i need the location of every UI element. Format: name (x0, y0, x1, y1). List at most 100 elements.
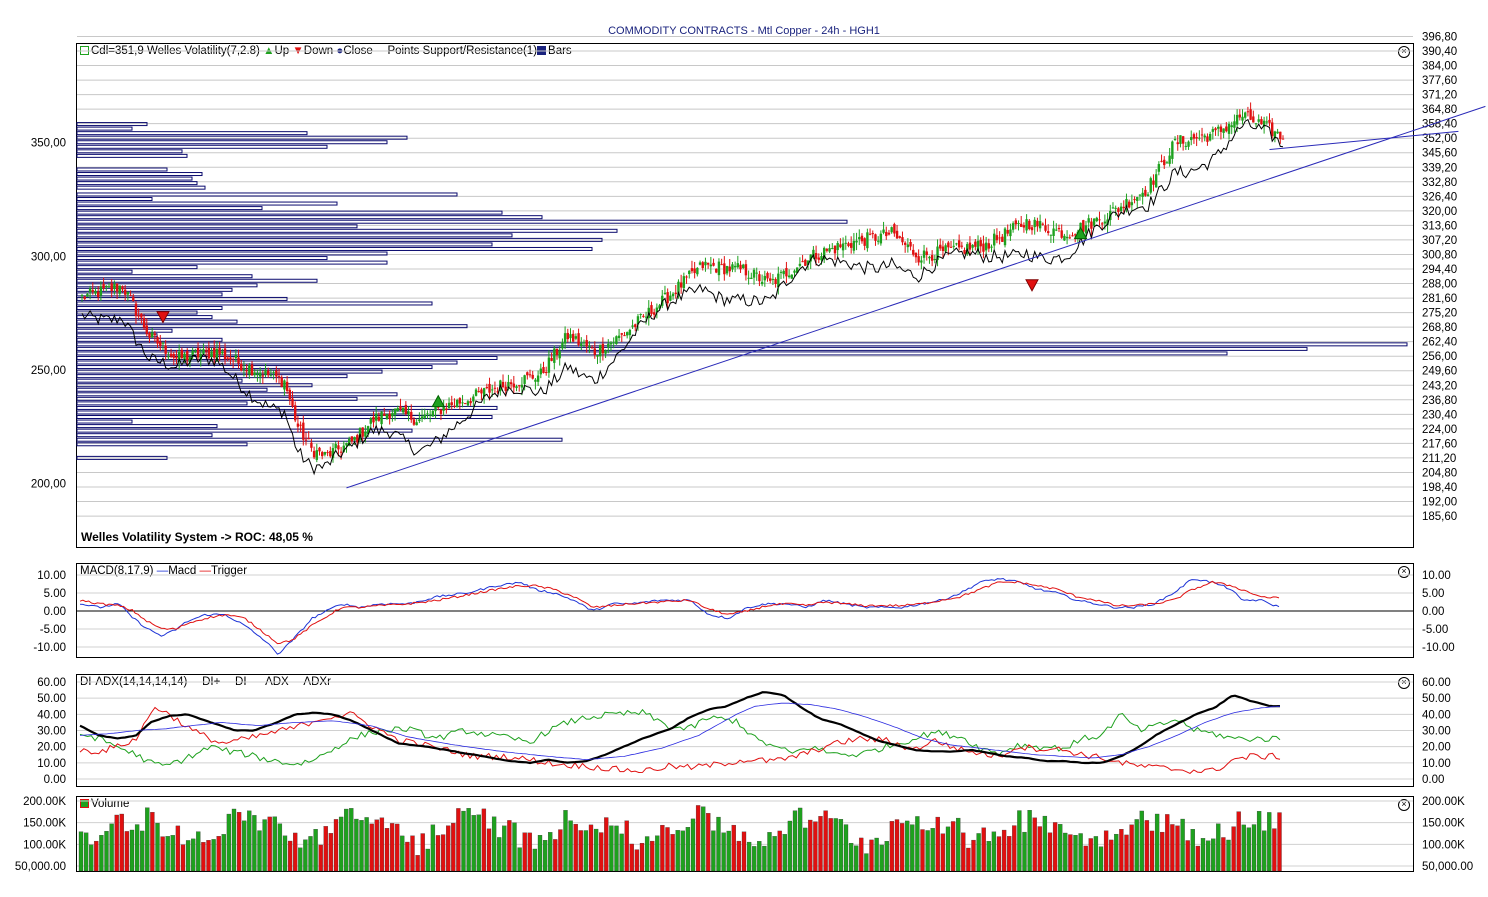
candle-body (464, 403, 467, 405)
candle-body (1071, 235, 1074, 237)
candle-body (353, 437, 356, 441)
candle-body (539, 368, 543, 375)
volume-profile-bar (76, 392, 398, 397)
candle-body (194, 350, 197, 352)
candle-body (728, 266, 731, 272)
candle-body (342, 445, 345, 452)
candle-body (1090, 221, 1093, 229)
price-right-tick: 339,20 (1422, 162, 1457, 174)
candle-body (156, 337, 159, 344)
candle-body (822, 247, 826, 260)
candle-body (925, 251, 928, 255)
candle-body (423, 414, 426, 418)
candle-body (1198, 137, 1201, 139)
volume-bar (879, 844, 884, 872)
volume-profile-bar (76, 401, 248, 406)
candle-body (191, 350, 194, 357)
candle-body (1020, 223, 1023, 227)
candle-body (893, 224, 896, 234)
candle-body (785, 268, 788, 277)
candle-body (868, 233, 872, 235)
candle-body (1176, 142, 1179, 145)
candle-body (855, 240, 858, 243)
candle-body (542, 367, 545, 374)
candle-body (172, 353, 175, 358)
volume-bar (456, 808, 461, 872)
candle-body (879, 233, 883, 244)
candle-body (1036, 220, 1039, 227)
candle-body (885, 231, 888, 237)
volume-bar (854, 845, 859, 872)
candle-body (418, 419, 421, 422)
adx-right-tick: 30.00 (1422, 726, 1451, 738)
volume-bar (1160, 831, 1165, 872)
volume-bar (180, 844, 186, 872)
volume-bar (175, 825, 181, 872)
volume-bar (349, 808, 354, 872)
candle-body (410, 411, 413, 420)
volume-bar (665, 827, 670, 872)
volume-profile-bar (76, 246, 593, 251)
price-right-tick: 371,20 (1422, 90, 1457, 102)
candle-body (631, 325, 634, 327)
volume-bar (542, 840, 548, 872)
volume-bar (996, 836, 1002, 872)
volume-bar (905, 820, 910, 872)
volume-bar (736, 840, 742, 872)
candle-body (1028, 220, 1031, 230)
volume-bar (1047, 832, 1053, 872)
candle-body (1187, 141, 1190, 147)
volume-bar (1103, 830, 1109, 872)
candle-body (725, 265, 729, 274)
volume-profile-bar (76, 410, 408, 415)
candle-body (1025, 219, 1028, 231)
candle-body (1144, 189, 1147, 196)
volume-bar (762, 845, 767, 872)
candle-body (936, 246, 939, 261)
candle-body (577, 333, 580, 346)
volume-bar (604, 817, 609, 872)
candle-body (963, 249, 966, 254)
price-pane[interactable]: Cdl=351,9 Welles Volatility(7,2.8) ▲Up ▼… (76, 43, 1414, 548)
volume-profile-bar (76, 278, 318, 283)
macd-name: MACD(8,17,9) (80, 565, 154, 577)
candle-body (688, 270, 691, 275)
macd-line (79, 577, 1280, 655)
volume-profile-bar (76, 415, 493, 420)
volume-bar (588, 824, 594, 872)
volume-bar (945, 826, 951, 872)
candle-body (321, 452, 324, 457)
candle-body (331, 448, 335, 459)
close-macd-pane-icon[interactable]: × (1398, 566, 1410, 578)
volume-bar (787, 820, 793, 872)
candle-body (820, 256, 823, 261)
candle-body (871, 233, 874, 235)
candle-body (696, 267, 699, 275)
volume-bar (374, 819, 379, 872)
volume-bar (384, 828, 390, 872)
candle-body (153, 333, 157, 336)
candle-body (715, 268, 718, 273)
candle-body (598, 344, 602, 357)
volume-bar (803, 827, 808, 872)
volume-bar (333, 819, 339, 872)
candle-body (366, 426, 370, 435)
candle-body (393, 408, 397, 415)
volume-bar (461, 810, 466, 872)
volume-bar (298, 847, 303, 872)
volume-bar (1154, 813, 1160, 872)
volume-profile-bar (76, 176, 193, 181)
candle-body (1033, 219, 1036, 228)
volume-profile-bar (76, 455, 168, 460)
candle-body (1014, 220, 1018, 225)
points-line (81, 118, 1284, 476)
candle-body (674, 292, 677, 295)
volume-bar (282, 835, 288, 872)
candle-body (123, 289, 127, 295)
candle-body (1154, 174, 1158, 188)
candle-body (1052, 228, 1055, 236)
candle-body (1111, 207, 1115, 209)
candle-body (769, 278, 772, 281)
close-volume-pane-icon[interactable]: × (1398, 799, 1410, 811)
volume-profile-bar (76, 201, 338, 206)
